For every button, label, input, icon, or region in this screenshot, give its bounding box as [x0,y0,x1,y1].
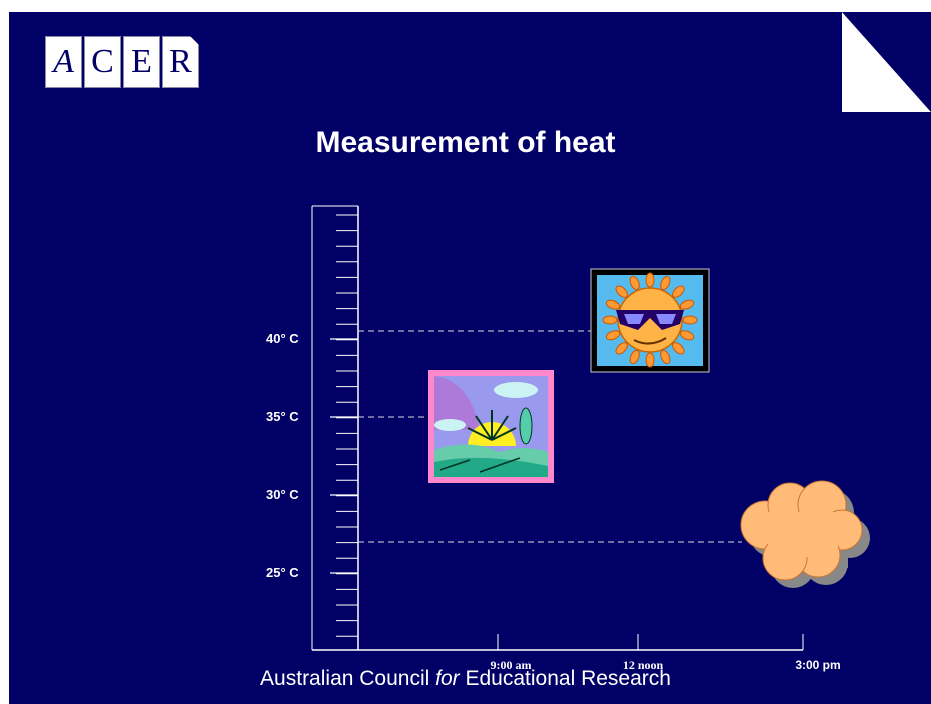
footer-prefix: Australian Council [260,667,436,690]
temperature-label-40: 40° C [266,331,299,346]
sun-ray [682,315,698,325]
sun-ray [645,272,655,288]
time-label-noon: 12 noon [622,658,664,672]
logo-letter-r: R [162,36,199,88]
sun-ray [672,285,685,298]
thermometer-scale [311,205,359,650]
sun-ray [672,342,685,355]
time-label-3pm: 3:00 pm [795,658,841,672]
page-fold-corner [842,12,931,112]
temperature-label-25: 25° C [266,565,299,580]
logo-letter-c: C [84,36,121,88]
sunrise-landscape-icon [428,370,554,483]
scale-minor-ticks [336,214,358,637]
footer-suffix: Educational Research [459,667,671,690]
sun-ray [660,275,671,291]
sun-ray [605,299,621,310]
sun-ray [679,330,695,341]
slide-title: Measurement of heat [315,126,616,159]
sun-ray [615,342,628,355]
temperature-label-30: 30° C [266,487,299,502]
sun-ray [615,285,628,298]
cloud-icon [740,480,870,588]
sun-ray [645,352,655,368]
temperature-label-35: 35° C [266,409,299,424]
sun-with-sunglasses-icon [590,268,710,373]
footer-organization: Australian Council for Educational Resea… [0,667,931,691]
slide-background [9,12,931,704]
sun-ray [605,330,621,341]
time-axis [312,634,804,651]
sun-ray [602,315,618,325]
sun-ray [679,299,695,310]
logo-letter-a: A [45,36,82,88]
sun-ray [629,349,640,365]
acer-logo: A C E R [45,36,201,88]
sun-ray [660,349,671,365]
footer-for: for [435,667,460,690]
sun-ray [629,275,640,291]
logo-letter-e: E [123,36,160,88]
time-label-9am: 9:00 am [490,658,532,672]
